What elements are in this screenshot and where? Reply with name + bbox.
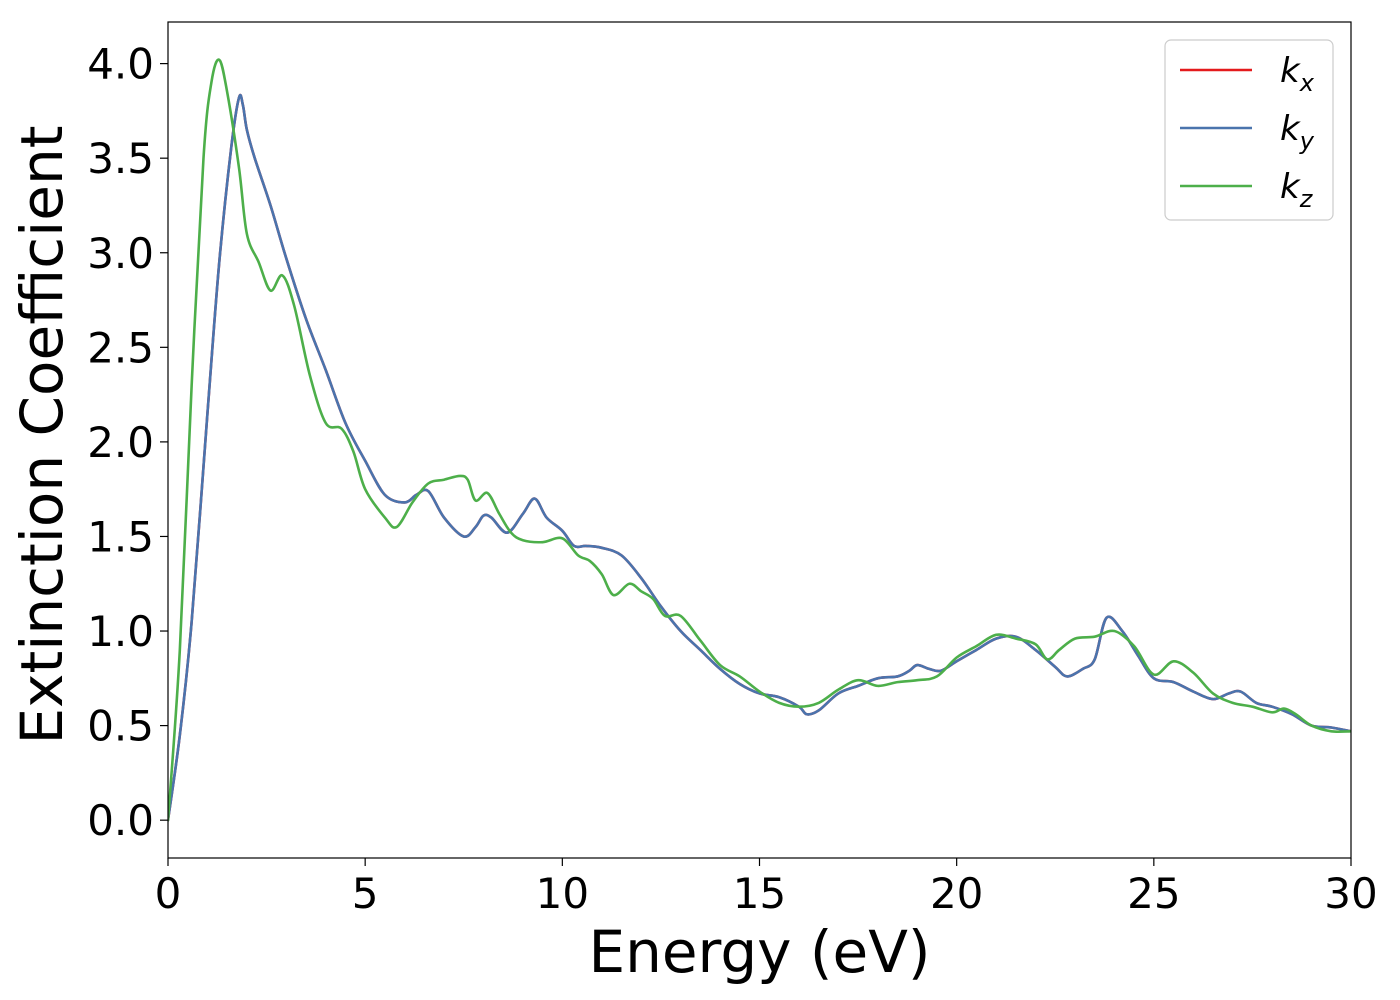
plot-lines: [168, 58, 1351, 822]
y-tick-label: 1.5: [87, 512, 154, 561]
legend-label-subscript: y: [1299, 127, 1315, 155]
series-line-kz: [168, 58, 1351, 822]
legend-label-base: k: [1280, 51, 1301, 91]
x-axis: 0 5 10 15 20 25 30: [155, 858, 1378, 918]
legend-label-subscript: x: [1299, 69, 1315, 97]
legend-label-ky: ky: [1280, 109, 1315, 155]
y-tick-label: 3.0: [87, 229, 154, 278]
x-tick-label: 15: [733, 869, 786, 918]
y-tick-label: 0.0: [87, 796, 154, 845]
x-axis-title: Energy (eV): [588, 918, 930, 986]
x-tick-label: 5: [352, 869, 379, 918]
y-tick-label: 0.5: [87, 702, 154, 751]
legend-label-kz: kz: [1280, 167, 1314, 213]
x-tick-label: 25: [1127, 869, 1180, 918]
y-tick-label: 3.5: [87, 134, 154, 183]
y-axis-title: Extinction Coefficient: [8, 126, 76, 745]
legend-label-base: k: [1280, 167, 1301, 207]
y-tick-label: 2.0: [87, 418, 154, 467]
legend-box: [1164, 39, 1334, 221]
y-tick-label: 2.5: [87, 323, 154, 372]
x-tick-label: 30: [1324, 869, 1377, 918]
x-tick-label: 10: [536, 869, 589, 918]
legend-label-kx: kx: [1280, 51, 1315, 97]
x-tick-label: 0: [155, 869, 182, 918]
y-axis: 0.0 0.5 1.0 1.5 2.0 2.5 3.0 3.5 4.0: [87, 40, 168, 845]
legend-label-subscript: z: [1299, 185, 1314, 213]
legend-label-base: k: [1280, 109, 1301, 149]
y-tick-label: 1.0: [87, 607, 154, 656]
y-tick-label: 4.0: [87, 40, 154, 89]
series-line-ky: [168, 93, 1351, 822]
x-tick-label: 20: [930, 869, 983, 918]
